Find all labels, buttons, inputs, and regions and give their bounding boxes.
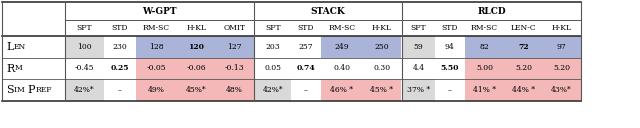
Text: –: – (118, 86, 122, 94)
Bar (465, 58, 504, 79)
Bar (216, 36, 253, 58)
Text: H-KL: H-KL (372, 24, 392, 32)
Bar (504, 36, 543, 58)
Text: 94: 94 (445, 43, 454, 51)
Text: 127: 127 (227, 43, 242, 51)
Text: SFT: SFT (77, 24, 92, 32)
Text: 4.4: 4.4 (412, 65, 424, 72)
Text: 72: 72 (518, 43, 529, 51)
Text: 59: 59 (413, 43, 424, 51)
Text: 250: 250 (374, 43, 389, 51)
Bar (465, 36, 504, 58)
Text: 0.05: 0.05 (264, 65, 282, 72)
Text: STACK: STACK (310, 7, 346, 15)
Text: 97: 97 (557, 43, 566, 51)
Text: 42%*: 42%* (262, 86, 284, 94)
Text: 43%*: 43%* (551, 86, 572, 94)
Bar (543, 79, 580, 101)
Bar (403, 79, 435, 101)
Text: 41% *: 41% * (473, 86, 496, 94)
Bar (543, 58, 580, 79)
Text: 42%*: 42%* (74, 86, 95, 94)
Text: RLCD: RLCD (477, 7, 506, 15)
Bar (136, 36, 177, 58)
Text: OMIT: OMIT (223, 24, 246, 32)
Bar (321, 36, 363, 58)
Text: L: L (6, 42, 13, 52)
Bar (543, 36, 580, 58)
Text: 5.50: 5.50 (440, 65, 459, 72)
Bar (136, 58, 177, 79)
Bar (363, 79, 401, 101)
Bar (363, 36, 401, 58)
Text: W-GPT: W-GPT (142, 7, 177, 15)
Text: RM-SC: RM-SC (328, 24, 356, 32)
Text: 5.00: 5.00 (476, 65, 493, 72)
Text: M: M (15, 65, 22, 72)
Text: -0.45: -0.45 (75, 65, 94, 72)
Text: 257: 257 (299, 43, 314, 51)
Text: SFT: SFT (265, 24, 281, 32)
Text: 82: 82 (479, 43, 490, 51)
Text: STD: STD (441, 24, 458, 32)
Text: H-KL: H-KL (186, 24, 207, 32)
Text: LEN-C: LEN-C (511, 24, 536, 32)
Text: 100: 100 (77, 43, 92, 51)
Bar (216, 79, 253, 101)
Text: 46% *: 46% * (330, 86, 353, 94)
Text: -0.06: -0.06 (187, 65, 206, 72)
Bar (403, 36, 435, 58)
Text: 44% *: 44% * (512, 86, 535, 94)
Text: STD: STD (111, 24, 128, 32)
Text: EN: EN (13, 43, 26, 51)
Text: 203: 203 (266, 43, 280, 51)
Text: SFT: SFT (411, 24, 426, 32)
Text: 45% *: 45% * (371, 86, 394, 94)
Text: –: – (447, 86, 451, 94)
Text: IM: IM (14, 86, 27, 94)
Bar (465, 79, 504, 101)
Text: H-KL: H-KL (552, 24, 572, 32)
Bar (136, 79, 177, 101)
Bar (321, 79, 363, 101)
Text: 37% *: 37% * (407, 86, 430, 94)
Text: 0.30: 0.30 (373, 65, 390, 72)
Text: STD: STD (298, 24, 314, 32)
Bar (504, 58, 543, 79)
Bar (177, 79, 216, 101)
Text: 0.25: 0.25 (110, 65, 129, 72)
Text: 230: 230 (112, 43, 127, 51)
Text: S: S (6, 85, 13, 95)
Text: 5.20: 5.20 (515, 65, 532, 72)
Text: 45%*: 45%* (186, 86, 207, 94)
Bar (255, 79, 291, 101)
Text: REF: REF (35, 86, 52, 94)
Text: -0.05: -0.05 (147, 65, 166, 72)
Text: 5.20: 5.20 (553, 65, 570, 72)
Bar (216, 58, 253, 79)
Text: 128: 128 (149, 43, 164, 51)
Text: 49%: 49% (148, 86, 165, 94)
Text: 0.40: 0.40 (333, 65, 351, 72)
Text: RM-SC: RM-SC (143, 24, 170, 32)
Bar (177, 58, 216, 79)
Text: 0.74: 0.74 (296, 65, 316, 72)
Bar (65, 36, 104, 58)
Text: 48%: 48% (226, 86, 243, 94)
Bar (504, 79, 543, 101)
Text: R: R (6, 63, 14, 73)
Text: P: P (28, 85, 35, 95)
Bar (65, 79, 104, 101)
Text: 249: 249 (335, 43, 349, 51)
Text: RM-SC: RM-SC (471, 24, 498, 32)
Bar (177, 36, 216, 58)
Text: –: – (304, 86, 308, 94)
Text: 120: 120 (189, 43, 205, 51)
Text: -0.13: -0.13 (225, 65, 244, 72)
